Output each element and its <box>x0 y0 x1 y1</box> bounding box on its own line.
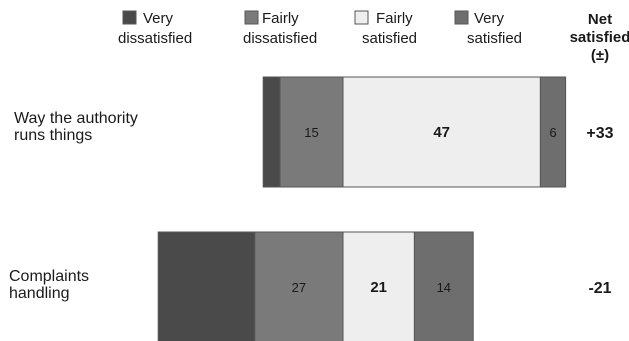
bar-segment <box>413 231 474 341</box>
bar-value-label: 27 <box>292 280 306 295</box>
bar-segment <box>262 76 281 188</box>
bar-segment <box>342 231 415 341</box>
category-labels: Way the authority runs things Complaints ha… <box>9 110 138 302</box>
bar-segment <box>539 76 567 188</box>
category-label: Way the authority runs things <box>14 110 138 144</box>
net-value: +33 <box>586 125 613 142</box>
bars: 15 47 6 27 21 14 <box>157 76 567 341</box>
legend-label: Very dissatisfied <box>118 10 192 47</box>
bar-segment <box>254 231 344 341</box>
net-value: -21 <box>588 280 611 297</box>
bar-value-label: 15 <box>304 125 318 140</box>
legend-swatch <box>122 10 137 25</box>
net-header: Net satisfied (±) <box>570 11 629 64</box>
legend: Very dissatisfied Fairly dissatisfied Fairly… <box>118 10 522 47</box>
bar-segment <box>157 231 256 341</box>
bar-value-label: 21 <box>370 279 387 296</box>
legend-swatch <box>454 10 469 25</box>
net-column: Net satisfied (±) +33 -21 <box>570 11 629 297</box>
legend-label: Very satisfied <box>467 10 522 47</box>
category-label: Complaints handling <box>9 268 89 302</box>
legend-swatch <box>354 10 369 25</box>
legend-swatch <box>244 10 259 25</box>
legend-label: Fairly dissatisfied <box>243 10 317 47</box>
bar-value-label: 14 <box>437 280 451 295</box>
bar-value-label: 47 <box>433 124 450 141</box>
bar-value-label: 6 <box>549 125 556 140</box>
bar-segment <box>342 76 541 188</box>
legend-label: Fairly satisfied <box>362 10 417 47</box>
